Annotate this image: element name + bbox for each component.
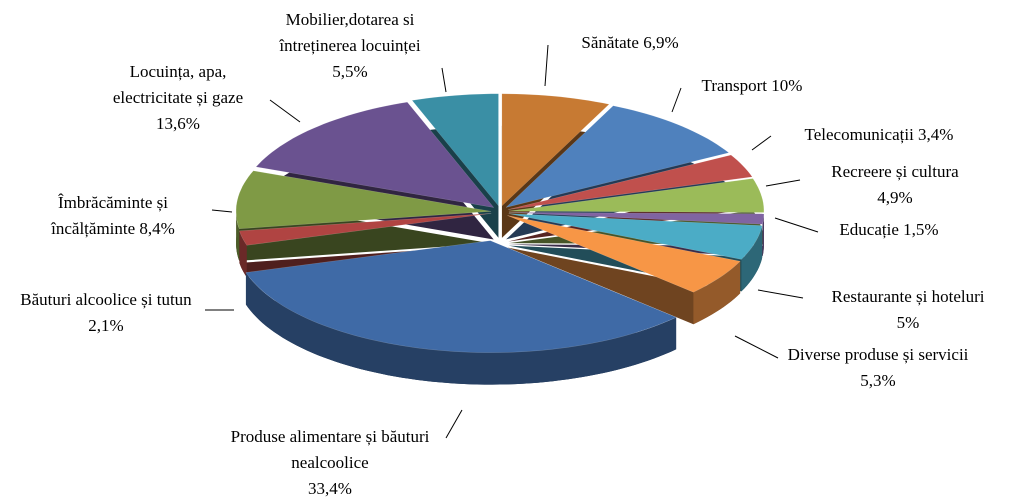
slice-label: Sănătate 6,9%: [530, 30, 730, 56]
slice: [505, 105, 730, 208]
leader-line: [774, 217, 819, 233]
leader-line: [671, 87, 682, 113]
leader-line: [441, 67, 447, 93]
slice: [501, 93, 610, 207]
slice-label: Produse alimentare și băuturi nealcoolic…: [220, 424, 440, 499]
value-label: 1,5%: [903, 220, 939, 239]
category-name: Sănătate: [581, 33, 639, 52]
slice: [508, 213, 763, 260]
value-label: 33,4%: [308, 479, 352, 498]
slice: [508, 178, 765, 213]
slice: [245, 240, 677, 353]
slice-label: Transport 10%: [652, 73, 852, 99]
slice: [508, 154, 753, 210]
slice-bottom: [507, 247, 741, 325]
value-label: 3,4%: [918, 125, 954, 144]
value-label: 2,1%: [88, 316, 124, 335]
category-name: Diverse produse și servicii: [787, 345, 969, 364]
category-name: Transport: [701, 76, 768, 95]
leader-line: [765, 179, 801, 187]
category-name: Educație: [839, 220, 899, 239]
slice-label: Educație 1,5%: [789, 217, 989, 243]
leader-line: [269, 99, 301, 123]
slice: [507, 215, 741, 293]
category-name: Băuturi alcoolice și tutun: [20, 290, 192, 309]
slice: [508, 212, 765, 225]
slice-label: Locuința, apa, electricitate și gaze 13,6…: [91, 59, 266, 137]
value-label: 4,9%: [877, 188, 913, 207]
slice-label: Diverse produse și servicii 5,3%: [783, 342, 973, 394]
category-name: Locuința, apa, electricitate și gaze: [112, 62, 244, 107]
leader-line: [445, 409, 463, 439]
slice-label: Telecomunicații 3,4%: [749, 122, 1009, 148]
slice-side: [236, 211, 240, 261]
value-label: 5,3%: [860, 371, 896, 390]
slice-label: Băuturi alcoolice și tutun 2,1%: [11, 287, 201, 339]
value-label: 5,5%: [332, 62, 368, 81]
slice-side: [693, 261, 741, 325]
slice-side: [239, 230, 247, 278]
leader-line: [757, 289, 804, 299]
leader-line: [734, 335, 779, 359]
slice-side: [245, 272, 677, 385]
slice: [239, 213, 492, 246]
slice-side: [762, 213, 764, 257]
category-name: Mobilier,dotarea si întreținerea locuinț…: [279, 10, 421, 55]
slice: [235, 170, 492, 230]
slice-label: Mobilier,dotarea si întreținerea locuinț…: [250, 7, 450, 85]
category-name: Telecomunicații: [804, 125, 914, 144]
category-name: Recreere și cultura: [831, 162, 959, 181]
leader-line: [751, 135, 772, 151]
leader-line: [544, 44, 549, 87]
category-name: Restaurante și hoteluri: [831, 287, 985, 306]
slice: [255, 101, 495, 208]
category-name: Produse alimentare și băuturi nealcoolic…: [230, 427, 430, 472]
slice-label: Recreere și cultura 4,9%: [785, 159, 1005, 211]
slice-label: Restaurante și hoteluri 5%: [788, 284, 1024, 336]
value-label: 8,4%: [139, 219, 175, 238]
value-label: 13,6%: [156, 114, 200, 133]
slice: [411, 93, 499, 207]
value-label: 10%: [771, 76, 803, 95]
leader-line: [211, 209, 233, 213]
slice-side: [741, 225, 763, 292]
value-label: 5%: [896, 313, 920, 332]
slice-label: Îmbrăcăminte și încălțăminte 8,4%: [33, 190, 193, 242]
value-label: 6,9%: [643, 33, 679, 52]
category-name: Îmbrăcăminte și încălțăminte: [51, 193, 168, 238]
